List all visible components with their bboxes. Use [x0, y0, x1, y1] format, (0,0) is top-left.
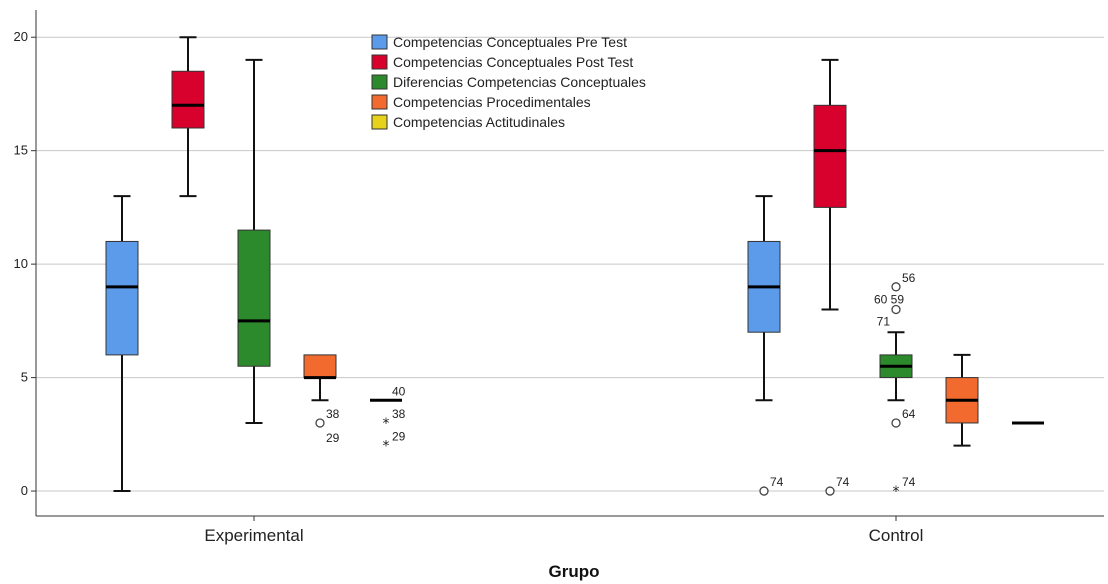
legend-entry: Competencias Conceptuales Pre Test [393, 34, 627, 50]
y-tick-label: 10 [14, 256, 28, 271]
boxes [105, 36, 1044, 493]
box-1-experimental [105, 195, 139, 493]
outlier-label: 74 [902, 475, 916, 489]
outlier-label: 64 [902, 407, 916, 421]
y-tick-label: 15 [14, 143, 28, 158]
box-iqr [303, 354, 337, 379]
outlier-point [891, 418, 901, 428]
legend-swatch [371, 34, 388, 50]
extreme-point: * [383, 416, 390, 432]
x-axis-title: Grupo [549, 562, 600, 581]
outlier-label: 29 [326, 431, 340, 445]
gridlines [36, 36, 1104, 492]
outlier-point [891, 304, 901, 315]
box-1-control [747, 195, 781, 402]
y-tick-label: 5 [21, 370, 28, 385]
outlier-label: 40 [392, 384, 406, 398]
box-iqr [105, 240, 139, 356]
legend: Competencias Conceptuales Pre Test Compet… [371, 34, 646, 130]
box-2-control [813, 58, 847, 311]
legend-swatch [371, 114, 388, 130]
outlier-label: 29 [392, 430, 406, 444]
box-iqr [813, 104, 847, 208]
legend-swatch [371, 74, 388, 90]
outlier-point [825, 486, 835, 496]
box-iqr [171, 70, 205, 129]
box-2-experimental [171, 36, 205, 198]
outlier-point [315, 418, 325, 428]
legend-swatch [371, 54, 388, 70]
legend-entry: Competencias Actitudinales [393, 114, 565, 130]
outlier-point [759, 486, 769, 496]
extreme-point: * [893, 484, 900, 500]
box-4-experimental [303, 354, 337, 402]
x-tick-label-experimental: Experimental [204, 526, 303, 545]
legend-entry: Competencias Conceptuales Post Test [393, 54, 633, 70]
outlier-point [891, 282, 901, 292]
outlier-label: 74 [770, 475, 784, 489]
outlier-label: 56 [902, 271, 916, 285]
outlier-label: 60 59 [874, 293, 904, 307]
axes: 0 5 10 15 20 Experimental Control [14, 10, 1104, 545]
legend-entry: Diferencias Competencias Conceptuales [393, 74, 646, 90]
legend-entry: Competencias Procedimentales [393, 94, 591, 110]
outlier-label: 38 [392, 407, 406, 421]
box-iqr [237, 229, 271, 367]
box-3-experimental [237, 58, 271, 424]
box-4-control [945, 353, 979, 447]
box-3-control [879, 331, 913, 402]
outlier-label: 71 [877, 315, 891, 329]
x-tick-label-control: Control [869, 526, 924, 545]
y-tick-label: 20 [14, 29, 28, 44]
extreme-point: * [383, 439, 390, 455]
y-tick-label: 0 [21, 483, 28, 498]
legend-swatch [371, 94, 388, 110]
outlier-label: 74 [836, 475, 850, 489]
outlier-label: 38 [326, 407, 340, 421]
